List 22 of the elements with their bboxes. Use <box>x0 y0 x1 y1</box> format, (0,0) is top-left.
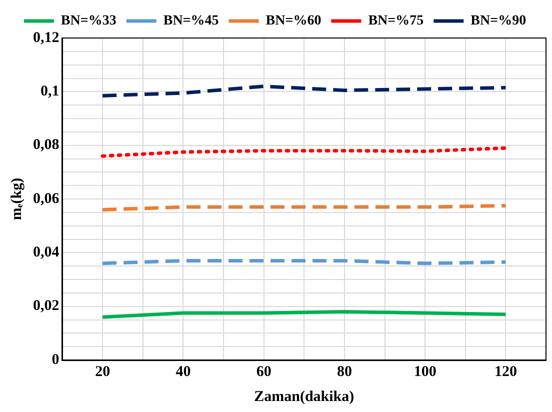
line-series <box>100 146 508 158</box>
legend-label: BN=%33 <box>60 14 116 29</box>
x-tick-label: 100 <box>414 364 436 380</box>
y-axis-title: mₑ(kg) <box>8 178 25 220</box>
x-axis-title: Zaman(dakika) <box>254 388 354 405</box>
y-tick-label: 0,1 <box>40 84 60 100</box>
x-tick-label: 60 <box>256 364 272 380</box>
y-tick-label: 0,06 <box>33 190 60 207</box>
legend-label: BN=%60 <box>266 14 322 29</box>
x-tick-label: 120 <box>494 364 517 380</box>
y-tick-label: 0,12 <box>33 30 60 46</box>
x-tick-label: 20 <box>95 364 110 380</box>
y-tick-label: 0 <box>52 352 60 368</box>
y-tick-label: 0,04 <box>33 244 60 261</box>
x-tick-label: 40 <box>176 364 191 380</box>
line-series <box>100 84 508 98</box>
y-tick-label: 0,02 <box>33 298 60 314</box>
x-tick-label: 80 <box>336 364 352 380</box>
legend-label: BN=%75 <box>368 14 424 29</box>
legend-label: BN=%90 <box>470 14 526 29</box>
legend-label: BN=%45 <box>163 14 219 29</box>
y-tick-label: 0,08 <box>33 137 60 154</box>
